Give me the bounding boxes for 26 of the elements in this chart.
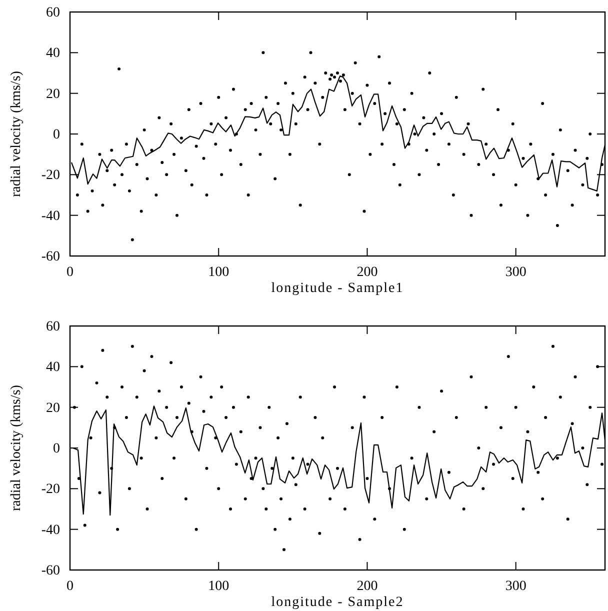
y-tick-label: 60 — [46, 319, 60, 334]
y-tick-label: 40 — [46, 46, 60, 62]
y-tick-label: 20 — [46, 86, 60, 102]
y-tick-label: 60 — [46, 5, 60, 20]
x-tick-label: 300 — [505, 264, 526, 280]
y-tick-label: 0 — [53, 127, 60, 142]
y-axis-title: radial velocity (kms/s) — [9, 384, 24, 511]
x-tick-label: 100 — [208, 264, 230, 280]
x-axis-title: longitude - Sample2 — [271, 595, 404, 610]
y-tick-label: 40 — [46, 360, 60, 376]
y-tick-label: -20 — [41, 168, 60, 184]
y-tick-label: 0 — [53, 441, 60, 456]
y-axis-title: radial velocity (kms/s) — [9, 70, 24, 197]
x-tick-label: 0 — [66, 578, 74, 594]
x-tick-label: 100 — [208, 578, 230, 594]
x-tick-label: 200 — [356, 578, 378, 594]
x-axis-title: longitude - Sample1 — [271, 281, 404, 296]
y-tick-label: -40 — [41, 208, 60, 224]
y-tick-label: -60 — [41, 563, 60, 578]
x-tick-label: 300 — [505, 578, 526, 594]
x-tick-label: 200 — [356, 264, 378, 280]
y-tick-label: -40 — [41, 522, 60, 538]
x-tick-label: 0 — [66, 264, 74, 280]
y-tick-label: -60 — [41, 249, 60, 264]
y-tick-label: 20 — [46, 400, 60, 416]
y-tick-label: -20 — [41, 482, 60, 498]
